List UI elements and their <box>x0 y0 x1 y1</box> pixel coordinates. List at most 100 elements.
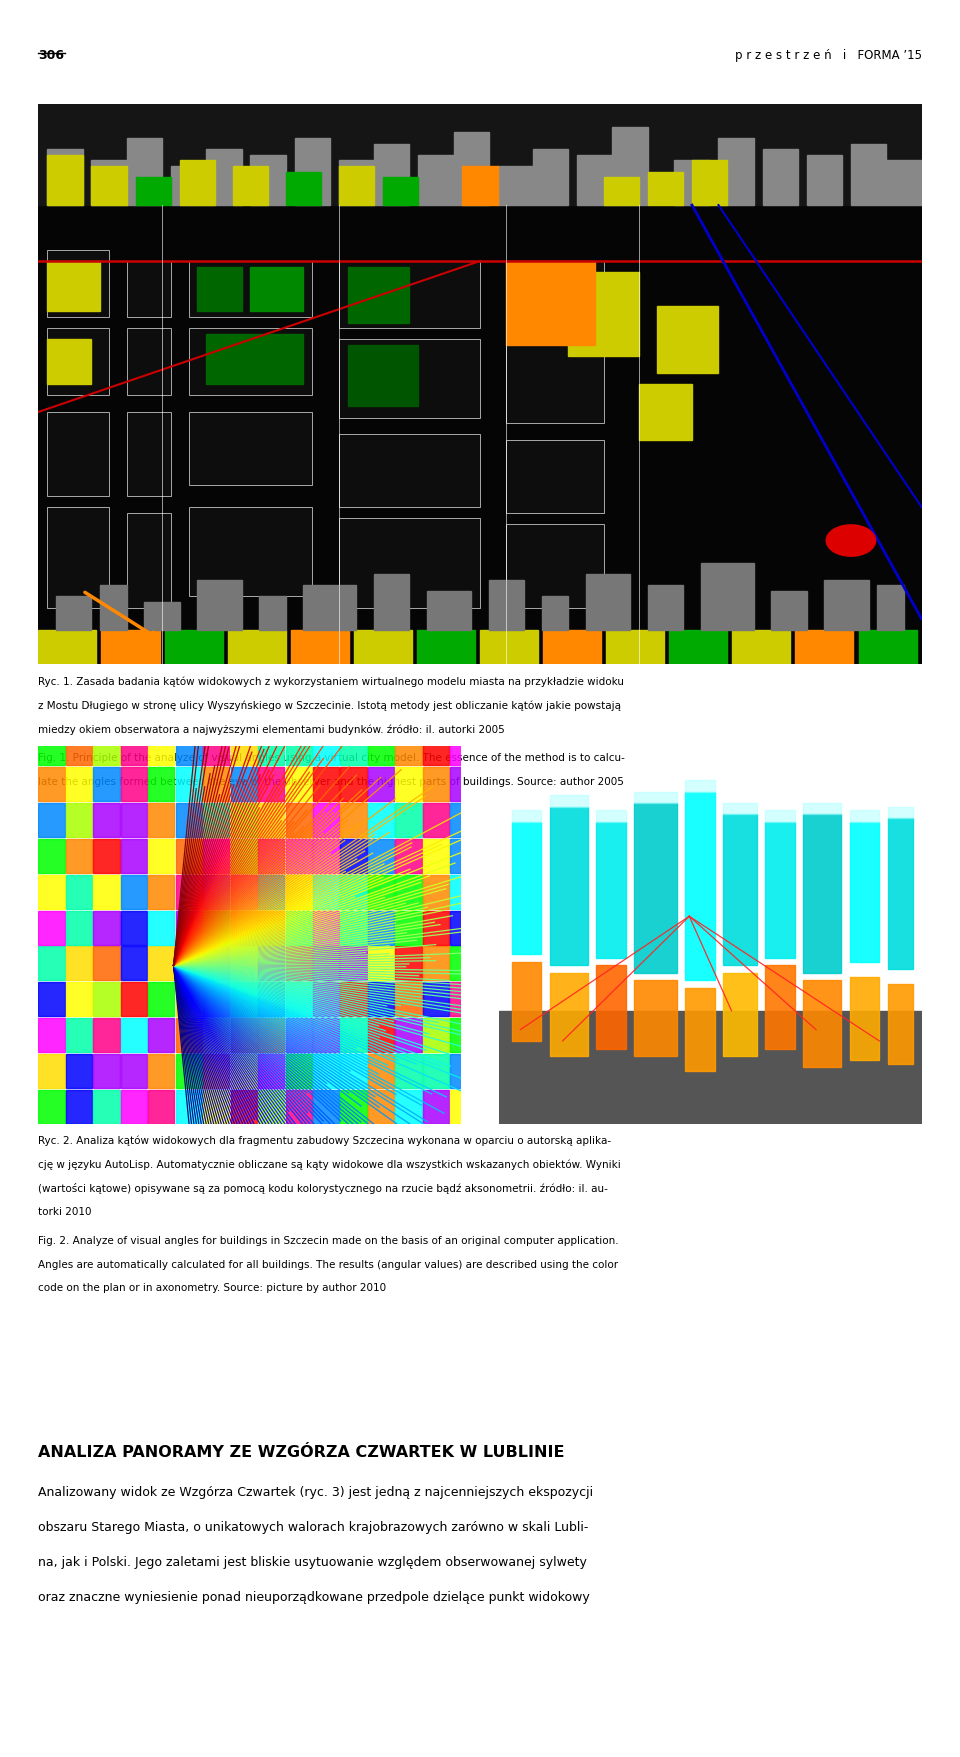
Bar <box>497 167 533 206</box>
Bar <box>765 966 795 1049</box>
Bar <box>204 1091 229 1124</box>
Bar <box>489 580 524 631</box>
Bar <box>604 177 639 206</box>
Bar <box>648 172 684 206</box>
Bar <box>121 1019 147 1052</box>
Bar <box>396 1019 421 1052</box>
Bar <box>674 162 709 206</box>
Text: Fig. 2. Analyze of visual angles for buildings in Szczecin made on the basis of : Fig. 2. Analyze of visual angles for bui… <box>38 1235 619 1246</box>
Bar <box>339 436 480 508</box>
Bar <box>313 768 339 801</box>
Text: torki 2010: torki 2010 <box>38 1207 92 1216</box>
Bar <box>354 631 412 664</box>
Bar <box>396 1091 421 1124</box>
Bar <box>341 840 367 873</box>
Bar <box>368 768 394 801</box>
Bar <box>38 1054 64 1089</box>
Bar <box>639 385 692 441</box>
Bar <box>450 840 476 873</box>
Bar <box>341 1054 367 1089</box>
Bar <box>285 875 312 908</box>
Bar <box>121 731 147 766</box>
Bar <box>396 1054 421 1089</box>
Bar <box>596 822 626 958</box>
Bar <box>291 631 348 664</box>
Bar <box>368 947 394 980</box>
Bar <box>858 631 917 664</box>
Bar <box>230 840 256 873</box>
Bar <box>368 840 394 873</box>
Bar <box>66 982 92 1017</box>
Bar <box>804 980 841 1068</box>
Bar <box>127 413 171 497</box>
Bar <box>396 947 421 980</box>
Bar <box>230 947 256 980</box>
Bar <box>176 731 202 766</box>
Bar <box>285 768 312 801</box>
Bar <box>368 875 394 908</box>
Bar <box>339 167 374 206</box>
Bar <box>258 875 284 908</box>
Bar <box>258 840 284 873</box>
Bar <box>285 982 312 1017</box>
Bar <box>507 262 595 346</box>
Bar <box>635 980 677 1056</box>
Bar <box>888 806 913 819</box>
Bar <box>765 812 795 822</box>
Bar <box>507 441 604 513</box>
Bar <box>596 966 626 1049</box>
Bar <box>204 1054 229 1089</box>
Bar <box>341 731 367 766</box>
Bar <box>313 875 339 908</box>
Bar <box>550 796 588 806</box>
Bar <box>66 1091 92 1124</box>
Text: 306: 306 <box>38 49 64 61</box>
Bar <box>204 982 229 1017</box>
Bar <box>396 912 421 945</box>
Bar <box>204 768 229 801</box>
Bar <box>450 803 476 838</box>
Bar <box>38 875 64 908</box>
Bar <box>188 262 312 318</box>
Bar <box>204 840 229 873</box>
Bar <box>341 982 367 1017</box>
Bar <box>422 768 449 801</box>
Bar <box>91 162 127 206</box>
Bar <box>176 1091 202 1124</box>
Bar <box>422 912 449 945</box>
Bar <box>198 580 242 631</box>
Bar <box>422 1019 449 1052</box>
Bar <box>230 1019 256 1052</box>
Bar <box>450 947 476 980</box>
Bar <box>635 792 677 803</box>
Bar <box>230 803 256 838</box>
Bar <box>251 156 286 206</box>
Bar <box>93 768 119 801</box>
Bar <box>47 413 109 497</box>
Bar <box>888 984 913 1065</box>
Text: Ryc. 2. Analiza kątów widokowych dla fragmentu zabudowy Szczecina wykonana w opa: Ryc. 2. Analiza kątów widokowych dla fra… <box>38 1135 612 1146</box>
Bar <box>341 768 367 801</box>
Bar <box>341 875 367 908</box>
Bar <box>285 1019 312 1052</box>
Bar <box>806 156 842 206</box>
Bar <box>259 597 286 631</box>
Bar <box>368 1054 394 1089</box>
Bar <box>38 803 64 838</box>
Bar <box>47 251 109 318</box>
Bar <box>66 840 92 873</box>
Bar <box>148 1091 175 1124</box>
Bar <box>228 631 286 664</box>
Bar <box>480 631 538 664</box>
Bar <box>550 806 588 966</box>
Bar <box>850 822 879 963</box>
Bar <box>206 149 242 206</box>
Bar <box>230 912 256 945</box>
Bar <box>851 144 886 206</box>
Bar <box>100 585 127 631</box>
Bar <box>422 875 449 908</box>
Bar <box>313 840 339 873</box>
Bar <box>541 597 568 631</box>
Bar <box>450 875 476 908</box>
Bar <box>127 139 162 206</box>
